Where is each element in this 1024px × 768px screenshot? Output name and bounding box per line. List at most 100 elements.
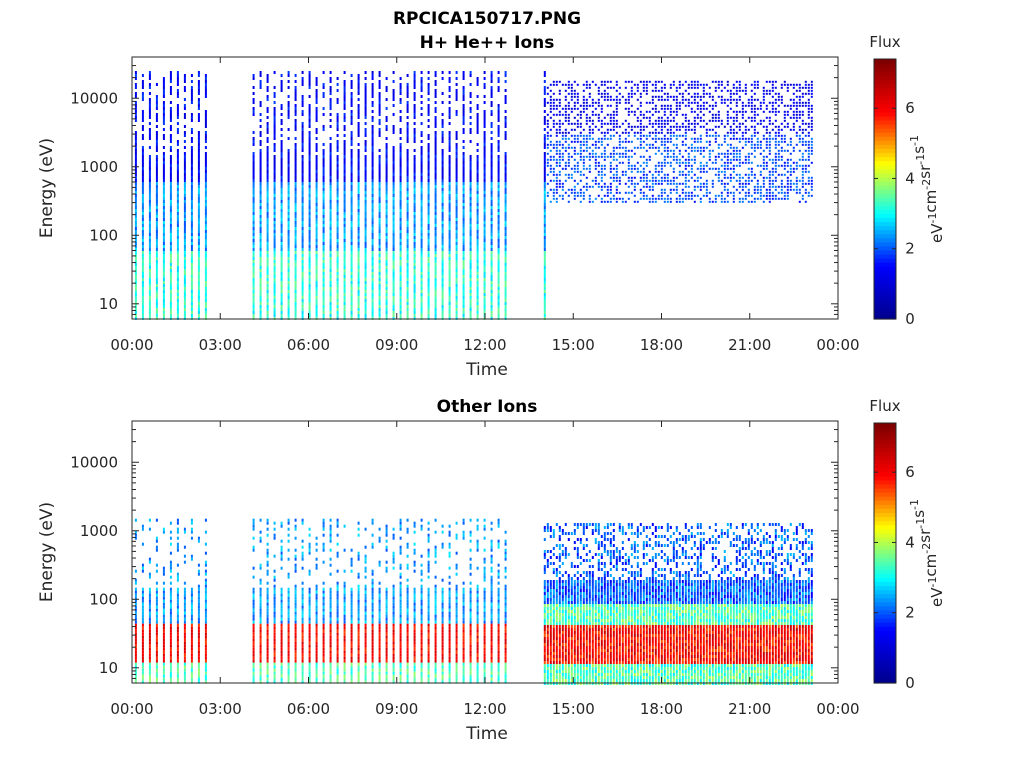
flux-cell: [573, 188, 576, 191]
flux-cell: [434, 197, 437, 200]
flux-cell: [385, 170, 388, 173]
flux-cell: [585, 116, 588, 119]
flux-cell: [252, 173, 255, 176]
flux-cell: [273, 203, 276, 206]
flux-cell: [287, 191, 290, 194]
flux-cell: [385, 233, 388, 236]
flux-cell: [371, 206, 374, 209]
flux-cell: [497, 230, 500, 233]
flux-cell: [315, 278, 318, 281]
flux-cell: [434, 146, 437, 149]
flux-cell: [273, 224, 276, 227]
flux-cell: [294, 236, 297, 239]
flux-cell: [714, 119, 717, 122]
flux-cell: [588, 104, 591, 107]
flux-cell: [582, 83, 585, 86]
flux-cell: [378, 281, 381, 284]
flux-cell: [190, 80, 193, 83]
flux-cell: [654, 95, 657, 98]
flux-cell: [714, 113, 717, 116]
flux-cell: [618, 179, 621, 182]
flux-cell: [190, 221, 193, 224]
flux-cell: [371, 116, 374, 119]
flux-cell: [301, 143, 304, 146]
flux-cell: [287, 182, 290, 185]
flux-cell: [197, 269, 200, 272]
flux-cell: [148, 266, 151, 269]
flux-cell: [657, 173, 660, 176]
flux-cell: [434, 134, 437, 137]
flux-cell: [190, 131, 193, 134]
flux-cell: [287, 302, 290, 305]
flux-cell: [190, 284, 193, 287]
flux-cell: [651, 173, 654, 176]
flux-cell: [301, 71, 304, 74]
flux-cell: [378, 191, 381, 194]
flux-cell: [717, 173, 720, 176]
flux-cell: [183, 293, 186, 296]
flux-cell: [645, 89, 648, 92]
flux-cell: [273, 281, 276, 284]
flux-cell: [155, 140, 158, 143]
flux-cell: [585, 176, 588, 179]
flux-cell: [259, 233, 262, 236]
flux-cell: [420, 302, 423, 305]
flux-cell: [660, 191, 663, 194]
flux-cell: [555, 173, 558, 176]
flux-cell: [441, 176, 444, 179]
flux-cell: [371, 173, 374, 176]
flux-cell: [280, 179, 283, 182]
flux-cell: [552, 80, 555, 83]
flux-cell: [546, 146, 549, 149]
flux-cell: [573, 107, 576, 110]
flux-cell: [329, 98, 332, 101]
flux-cell: [615, 197, 618, 200]
flux-cell: [420, 275, 423, 278]
flux-cell: [663, 137, 666, 140]
flux-cell: [169, 218, 172, 221]
flux-cell: [576, 191, 579, 194]
flux-cell: [427, 287, 430, 290]
flux-cell: [591, 200, 594, 203]
flux-cell: [134, 182, 137, 185]
flux-cell: [259, 140, 262, 143]
flux-cell: [315, 155, 318, 158]
flux-cell: [336, 143, 339, 146]
sweep-column: [134, 71, 137, 320]
flux-cell: [726, 89, 729, 92]
flux-cell: [654, 164, 657, 167]
flux-cell: [280, 281, 283, 284]
flux-cell: [378, 128, 381, 131]
flux-cell: [162, 80, 165, 83]
flux-cell: [476, 143, 479, 146]
flux-cell: [497, 149, 500, 152]
flux-cell: [357, 149, 360, 152]
flux-cell: [148, 239, 151, 242]
flux-cell: [675, 110, 678, 113]
flux-cell: [406, 299, 409, 302]
flux-cell: [711, 116, 714, 119]
flux-cell: [591, 152, 594, 155]
flux-cell: [615, 104, 618, 107]
flux-cell: [273, 218, 276, 221]
flux-cell: [399, 224, 402, 227]
flux-cell: [597, 137, 600, 140]
flux-cell: [476, 275, 479, 278]
flux-cell: [462, 110, 465, 113]
flux-cell: [627, 149, 630, 152]
flux-cell: [308, 221, 311, 224]
flux-cell: [621, 152, 624, 155]
flux-cell: [669, 155, 672, 158]
flux-cell: [350, 281, 353, 284]
flux-cell: [273, 131, 276, 134]
flux-cell: [357, 230, 360, 233]
flux-cell: [148, 305, 151, 308]
flux-cell: [585, 137, 588, 140]
flux-cell: [336, 122, 339, 125]
flux-cell: [543, 188, 546, 191]
flux-cell: [141, 266, 144, 269]
flux-cell: [148, 233, 151, 236]
flux-cell: [197, 164, 200, 167]
flux-cell: [420, 200, 423, 203]
flux-cell: [476, 221, 479, 224]
